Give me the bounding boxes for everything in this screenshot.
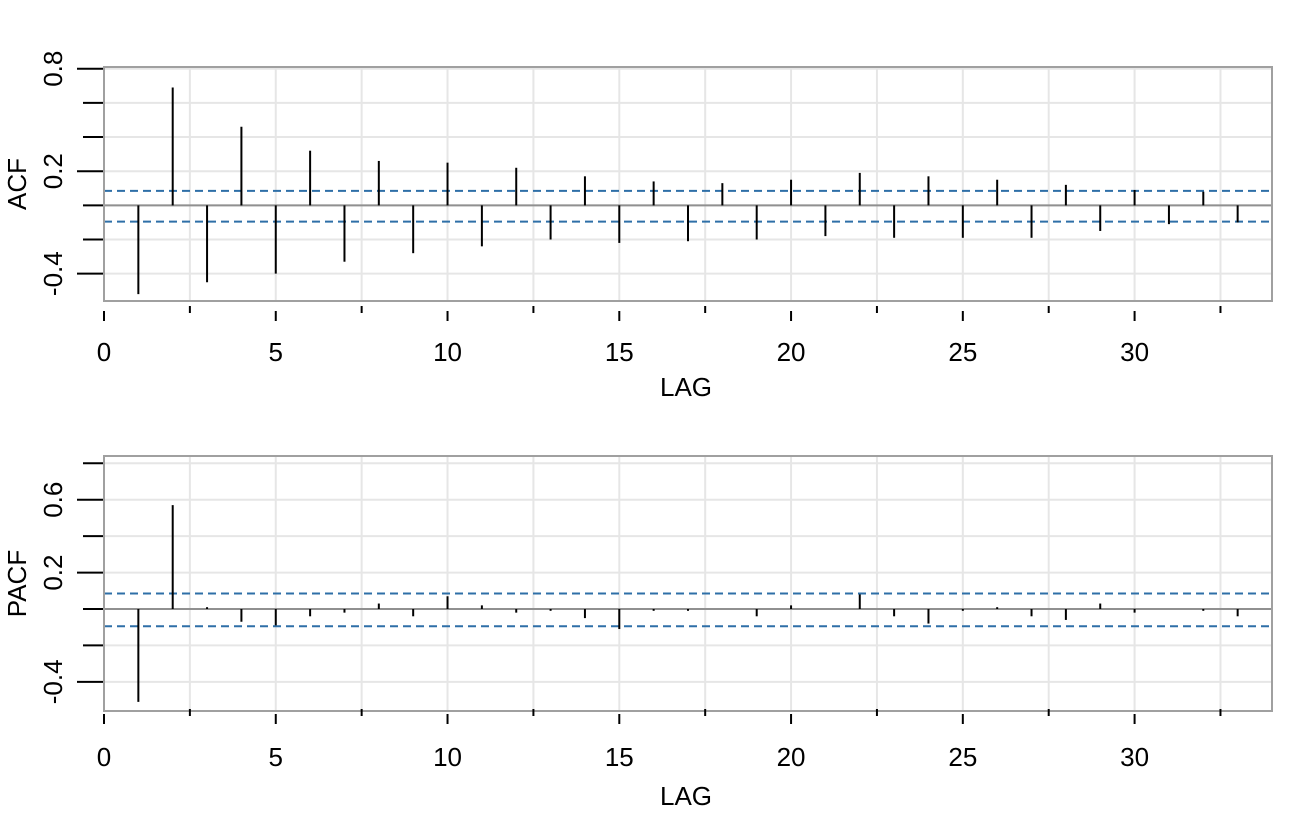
x-axis-title: LAG [660, 372, 712, 402]
x-tick-label: 5 [269, 337, 283, 367]
x-tick-label: 10 [433, 742, 462, 772]
stems [137, 505, 1239, 702]
x-tick-label: 25 [948, 742, 977, 772]
plot-frame [103, 66, 1273, 302]
y-axis: -0.4 0.2 0.8 ACF [2, 51, 103, 296]
y-tick-label: 0.2 [38, 554, 68, 590]
y-axis-title: ACF [2, 158, 32, 210]
y-tick-label: 0.8 [38, 51, 68, 87]
x-tick-label: 0 [97, 337, 111, 367]
x-tick-label: 20 [777, 742, 806, 772]
y-axis: -0.4 0.2 0.6 PACF [2, 462, 103, 704]
x-axis: 0 5 10 15 20 25 30 LAG [97, 306, 1222, 402]
x-tick-label: 15 [605, 337, 634, 367]
x-tick-label: 20 [777, 337, 806, 367]
grid [103, 67, 1272, 301]
y-axis-title: PACF [2, 550, 32, 617]
x-axis-title: LAG [660, 781, 712, 811]
y-tick-label: 0.6 [38, 482, 68, 518]
x-tick-label: 0 [97, 742, 111, 772]
x-tick-label: 25 [948, 337, 977, 367]
grid [103, 456, 1272, 711]
acf-panel: 0 5 10 15 20 25 30 LAG -0.4 0.2 0.8 ACF [2, 51, 1273, 402]
x-tick-label: 5 [269, 742, 283, 772]
x-tick-label: 30 [1120, 742, 1149, 772]
stems [137, 87, 1239, 295]
x-tick-label: 10 [433, 337, 462, 367]
x-tick-label: 30 [1120, 337, 1149, 367]
y-tick-label: -0.4 [38, 251, 68, 296]
pacf-panel: 0 5 10 15 20 25 30 LAG -0.4 0.2 0.6 PACF [2, 455, 1273, 811]
plot-frame [103, 455, 1273, 712]
x-tick-label: 15 [605, 742, 634, 772]
y-tick-label: -0.4 [38, 659, 68, 704]
x-axis: 0 5 10 15 20 25 30 LAG [97, 709, 1222, 811]
y-tick-label: 0.2 [38, 153, 68, 189]
